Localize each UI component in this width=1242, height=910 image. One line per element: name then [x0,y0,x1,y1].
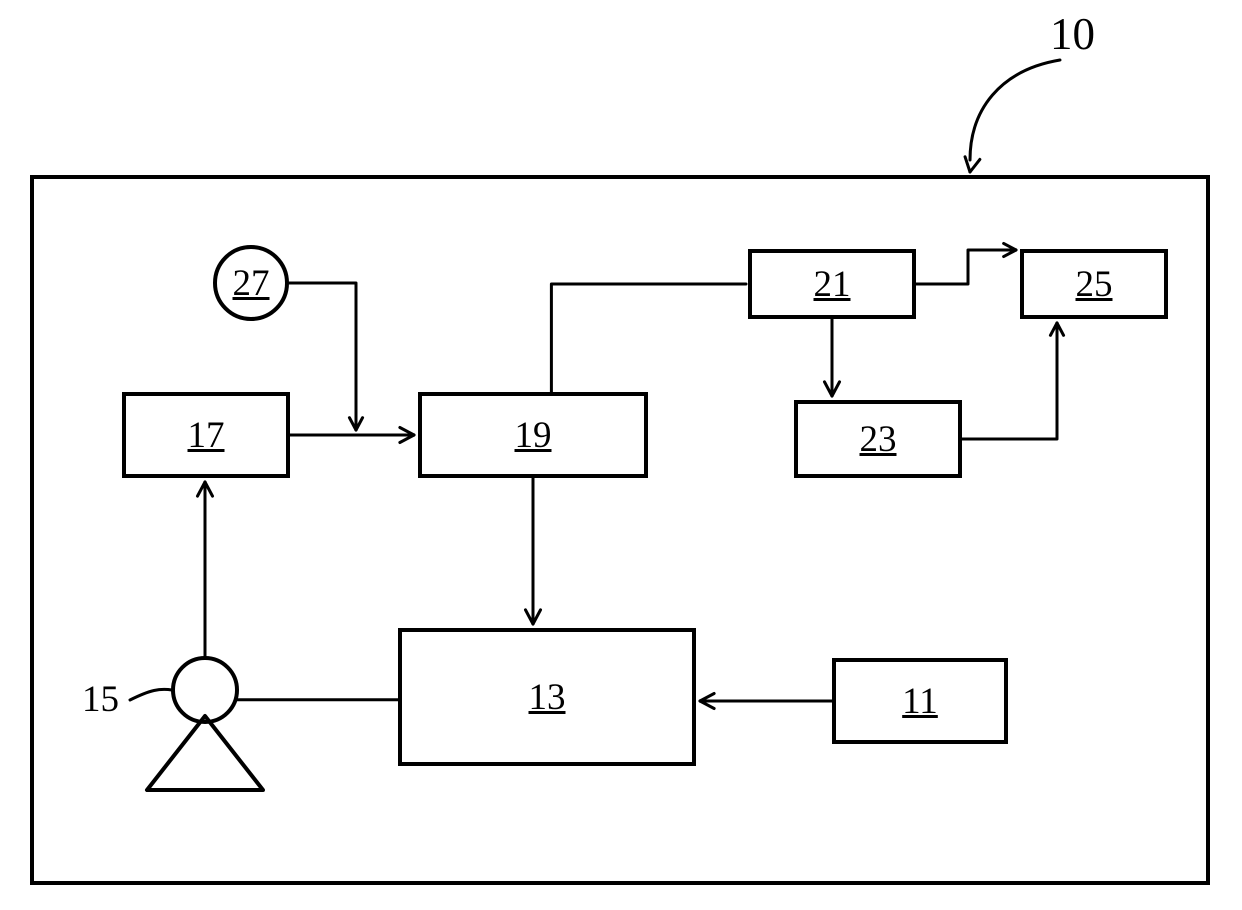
block-19-label: 19 [515,414,552,457]
block-11: 11 [832,658,1008,744]
block-25-label: 25 [1076,263,1113,306]
block-23: 23 [794,400,962,478]
block-17: 17 [122,392,290,478]
block-19: 19 [418,392,648,478]
block-15-label: 15 [82,678,119,721]
block-25: 25 [1020,249,1168,319]
block-17-label: 17 [188,414,225,457]
block-27-label: 27 [233,262,270,305]
block-21-label: 21 [814,263,851,306]
block-11-label: 11 [902,680,938,723]
diagram-canvas: 10 27 17 19 21 23 25 13 11 15 [0,0,1242,910]
frame-label: 10 [1050,8,1095,60]
block-23-label: 23 [860,418,897,461]
block-21: 21 [748,249,916,319]
block-27: 27 [213,245,289,321]
block-13: 13 [398,628,696,766]
block-13-label: 13 [529,676,566,719]
